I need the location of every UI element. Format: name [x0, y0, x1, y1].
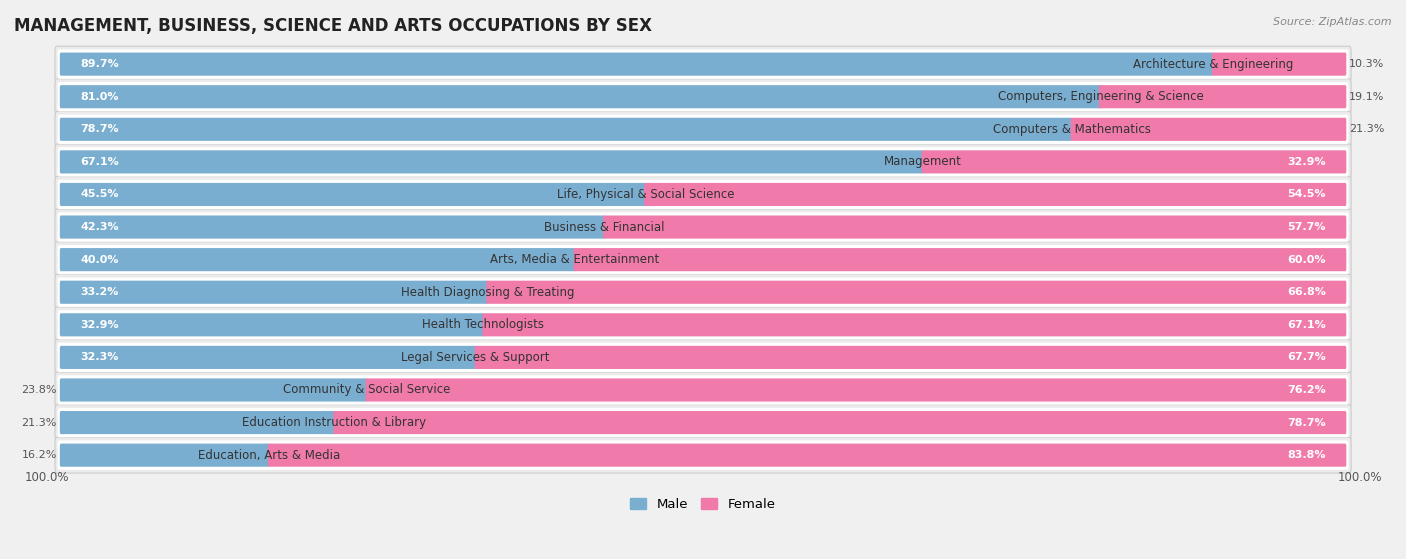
FancyBboxPatch shape [269, 444, 1347, 467]
Text: 19.1%: 19.1% [1350, 92, 1385, 102]
Text: 33.2%: 33.2% [80, 287, 120, 297]
Text: 16.2%: 16.2% [21, 450, 56, 460]
Text: 60.0%: 60.0% [1286, 255, 1326, 264]
Text: Computers, Engineering & Science: Computers, Engineering & Science [998, 90, 1204, 103]
FancyBboxPatch shape [58, 343, 1348, 372]
Text: Business & Financial: Business & Financial [544, 221, 665, 234]
FancyBboxPatch shape [55, 111, 1351, 147]
FancyBboxPatch shape [60, 248, 575, 271]
FancyBboxPatch shape [55, 177, 1351, 212]
Text: Health Diagnosing & Treating: Health Diagnosing & Treating [401, 286, 574, 299]
FancyBboxPatch shape [1070, 118, 1347, 141]
Text: MANAGEMENT, BUSINESS, SCIENCE AND ARTS OCCUPATIONS BY SEX: MANAGEMENT, BUSINESS, SCIENCE AND ARTS O… [14, 17, 652, 35]
Text: 21.3%: 21.3% [21, 418, 56, 428]
Text: 89.7%: 89.7% [80, 59, 120, 69]
FancyBboxPatch shape [60, 215, 605, 239]
Text: 42.3%: 42.3% [80, 222, 120, 232]
Text: 81.0%: 81.0% [80, 92, 120, 102]
FancyBboxPatch shape [55, 437, 1351, 473]
FancyBboxPatch shape [55, 372, 1351, 408]
Text: 78.7%: 78.7% [80, 124, 120, 134]
Text: Arts, Media & Entertainment: Arts, Media & Entertainment [491, 253, 659, 266]
Text: Architecture & Engineering: Architecture & Engineering [1133, 58, 1294, 70]
FancyBboxPatch shape [55, 405, 1351, 440]
Text: Legal Services & Support: Legal Services & Support [402, 351, 550, 364]
FancyBboxPatch shape [60, 411, 336, 434]
Text: 21.3%: 21.3% [1350, 124, 1385, 134]
Text: 83.8%: 83.8% [1286, 450, 1326, 460]
Text: Source: ZipAtlas.com: Source: ZipAtlas.com [1274, 17, 1392, 27]
Text: 100.0%: 100.0% [1337, 471, 1382, 484]
Legend: Male, Female: Male, Female [626, 493, 782, 517]
Text: 54.5%: 54.5% [1286, 190, 1326, 200]
Text: 67.1%: 67.1% [1286, 320, 1326, 330]
FancyBboxPatch shape [55, 241, 1351, 278]
Text: 66.8%: 66.8% [1286, 287, 1326, 297]
FancyBboxPatch shape [55, 274, 1351, 310]
FancyBboxPatch shape [58, 245, 1348, 274]
Text: 10.3%: 10.3% [1350, 59, 1385, 69]
FancyBboxPatch shape [58, 49, 1348, 79]
Text: 78.7%: 78.7% [1286, 418, 1326, 428]
FancyBboxPatch shape [58, 408, 1348, 437]
FancyBboxPatch shape [1212, 53, 1347, 75]
FancyBboxPatch shape [55, 46, 1351, 82]
FancyBboxPatch shape [922, 150, 1347, 173]
FancyBboxPatch shape [60, 281, 488, 304]
FancyBboxPatch shape [55, 339, 1351, 375]
FancyBboxPatch shape [1099, 85, 1347, 108]
Text: 32.9%: 32.9% [1286, 157, 1326, 167]
Text: Health Technologists: Health Technologists [422, 318, 544, 331]
FancyBboxPatch shape [58, 440, 1348, 470]
FancyBboxPatch shape [58, 180, 1348, 209]
Text: Computers & Mathematics: Computers & Mathematics [993, 123, 1150, 136]
FancyBboxPatch shape [55, 307, 1351, 343]
FancyBboxPatch shape [60, 183, 647, 206]
FancyBboxPatch shape [60, 85, 1102, 108]
Text: 67.7%: 67.7% [1286, 352, 1326, 362]
Text: 45.5%: 45.5% [80, 190, 120, 200]
Text: 23.8%: 23.8% [21, 385, 56, 395]
FancyBboxPatch shape [60, 53, 1213, 75]
Text: 57.7%: 57.7% [1286, 222, 1326, 232]
Text: Management: Management [884, 155, 962, 168]
FancyBboxPatch shape [644, 183, 1347, 206]
Text: Education Instruction & Library: Education Instruction & Library [242, 416, 426, 429]
FancyBboxPatch shape [60, 378, 367, 401]
FancyBboxPatch shape [58, 375, 1348, 405]
FancyBboxPatch shape [58, 278, 1348, 307]
FancyBboxPatch shape [58, 212, 1348, 241]
FancyBboxPatch shape [60, 444, 270, 467]
FancyBboxPatch shape [60, 118, 1073, 141]
FancyBboxPatch shape [60, 346, 477, 369]
Text: 100.0%: 100.0% [24, 471, 69, 484]
FancyBboxPatch shape [60, 150, 924, 173]
Text: 76.2%: 76.2% [1286, 385, 1326, 395]
Text: Community & Social Service: Community & Social Service [283, 383, 450, 396]
FancyBboxPatch shape [333, 411, 1347, 434]
Text: 32.9%: 32.9% [80, 320, 120, 330]
FancyBboxPatch shape [475, 346, 1347, 369]
FancyBboxPatch shape [58, 147, 1348, 177]
FancyBboxPatch shape [55, 209, 1351, 245]
Text: Education, Arts & Media: Education, Arts & Media [198, 449, 340, 462]
FancyBboxPatch shape [55, 144, 1351, 180]
FancyBboxPatch shape [366, 378, 1347, 401]
Text: 67.1%: 67.1% [80, 157, 120, 167]
Text: 32.3%: 32.3% [80, 352, 120, 362]
FancyBboxPatch shape [482, 313, 1347, 337]
FancyBboxPatch shape [58, 82, 1348, 111]
Text: Life, Physical & Social Science: Life, Physical & Social Science [557, 188, 734, 201]
FancyBboxPatch shape [58, 310, 1348, 339]
FancyBboxPatch shape [574, 248, 1347, 271]
FancyBboxPatch shape [55, 79, 1351, 115]
FancyBboxPatch shape [60, 313, 485, 337]
FancyBboxPatch shape [486, 281, 1347, 304]
Text: 40.0%: 40.0% [80, 255, 120, 264]
FancyBboxPatch shape [58, 115, 1348, 144]
FancyBboxPatch shape [603, 215, 1347, 239]
